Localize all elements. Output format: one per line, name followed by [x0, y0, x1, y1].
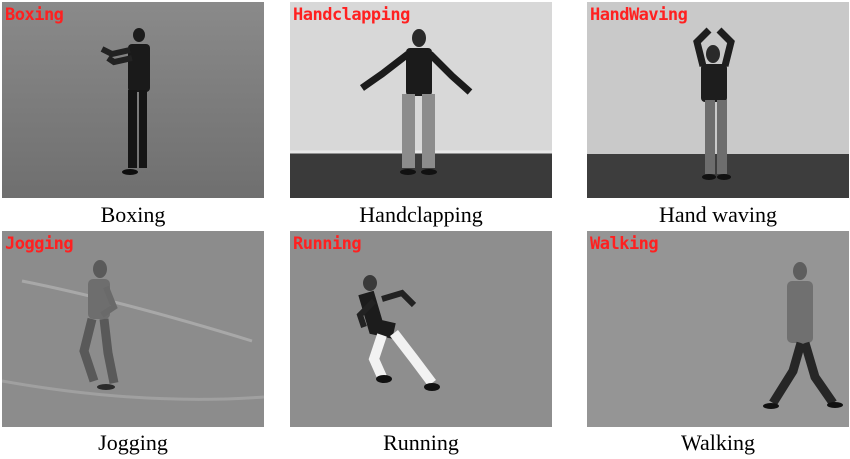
- boxer-figure: [100, 28, 150, 175]
- handclapping-frame: Handclapping: [290, 2, 552, 198]
- running-photo: [290, 231, 552, 427]
- walking-overlay-label: Walking: [590, 234, 659, 254]
- boxing-overlay-label: Boxing: [5, 5, 64, 25]
- running-caption: Running: [383, 430, 459, 455]
- jogging-photo: [2, 231, 264, 427]
- jogging-overlay-label: Jogging: [5, 234, 74, 254]
- jogging-caption: Jogging: [98, 430, 168, 455]
- handclapping-caption: Handclapping: [359, 202, 483, 227]
- boxing-caption: Boxing: [100, 202, 166, 227]
- handclapping-photo: [290, 2, 552, 198]
- jogging-figure: [79, 260, 119, 390]
- running-overlay-label: Running: [293, 234, 362, 254]
- handclapping-figure: [359, 29, 473, 175]
- jogging-frame: Jogging: [2, 231, 264, 427]
- walking-figure: [763, 262, 843, 409]
- handwaving-frame: HandWaving: [587, 2, 849, 198]
- walking-caption: Walking: [681, 430, 755, 455]
- running-figure: [356, 275, 440, 391]
- handwaving-figure: [693, 27, 735, 180]
- walking-frame: Walking: [587, 231, 849, 427]
- walking-photo: [587, 231, 849, 427]
- handwaving-photo: [587, 2, 849, 198]
- handwaving-overlay-label: HandWaving: [590, 5, 688, 25]
- running-frame: Running: [290, 231, 552, 427]
- boxing-frame: Boxing: [2, 2, 264, 198]
- handclapping-overlay-label: Handclapping: [293, 5, 410, 25]
- handwaving-caption: Hand waving: [659, 202, 777, 227]
- boxing-photo: [2, 2, 264, 198]
